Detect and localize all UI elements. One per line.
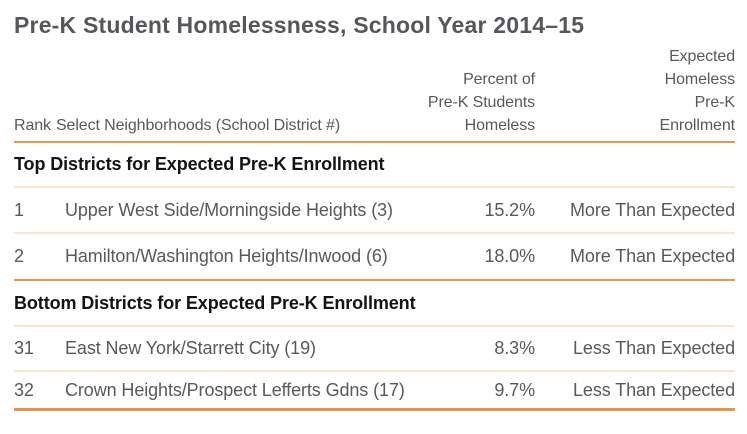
- table-header-row: Rank Select Neighborhoods (School Distric…: [14, 40, 735, 143]
- neighborhood-cell: Hamilton/Washington Heights/Inwood (6): [65, 246, 388, 266]
- expected-enrollment-cell: More Than Expected: [570, 246, 735, 266]
- column-header-rank: Rank: [14, 117, 51, 134]
- expected-header-line: Enrollment: [659, 117, 736, 134]
- table-row: 2 Hamilton/Washington Heights/Inwood (6)…: [14, 234, 735, 281]
- percent-homeless-cell: 18.0%: [484, 246, 535, 266]
- percent-header-line: Homeless: [464, 117, 535, 134]
- percent-header-line: Pre-K Students: [427, 94, 535, 111]
- percent-homeless-cell: 9.7%: [494, 379, 535, 400]
- table-row: 31 East New York/Starrett City (19) 8.3%…: [14, 327, 735, 372]
- rank-cell: 2: [14, 246, 24, 266]
- table-row: 1 Upper West Side/Morningside Heights (3…: [14, 188, 735, 234]
- rank-cell: 31: [14, 338, 34, 358]
- rank-cell: 1: [14, 199, 24, 220]
- rank-cell: 32: [14, 379, 34, 400]
- percent-homeless-cell: 15.2%: [484, 199, 535, 220]
- expected-header-line: Pre-K: [694, 94, 736, 111]
- column-header-percent-homeless: Percent of Pre-K Students Homeless: [420, 68, 535, 137]
- column-header-expected-enrollment: Expected Homeless Pre-K Enrollment: [535, 45, 736, 137]
- section-header-bottom-districts: Bottom Districts for Expected Pre-K Enro…: [14, 281, 735, 327]
- expected-header-line: Homeless: [664, 71, 735, 88]
- neighborhood-cell: Crown Heights/Prospect Lefferts Gdns (17…: [65, 379, 405, 400]
- page-title: Pre-K Student Homelessness, School Year …: [14, 12, 585, 38]
- percent-homeless-cell: 8.3%: [494, 338, 535, 358]
- expected-enrollment-cell: More Than Expected: [570, 199, 735, 220]
- column-header-rank-neighborhoods: Rank Select Neighborhoods (School Distric…: [14, 114, 420, 137]
- percent-header-line: Percent of: [463, 71, 535, 88]
- neighborhood-cell: Upper West Side/Morningside Heights (3): [65, 199, 393, 220]
- expected-header-line: Expected: [669, 48, 735, 65]
- column-header-neighborhoods: Select Neighborhoods (School District #): [55, 117, 341, 134]
- expected-enrollment-cell: Less Than Expected: [573, 338, 735, 358]
- section-header-top-districts: Top Districts for Expected Pre-K Enrollm…: [14, 143, 735, 188]
- table-row: 32 Crown Heights/Prospect Lefferts Gdns …: [14, 372, 735, 411]
- neighborhood-cell: East New York/Starrett City (19): [65, 338, 316, 358]
- expected-enrollment-cell: Less Than Expected: [573, 379, 735, 400]
